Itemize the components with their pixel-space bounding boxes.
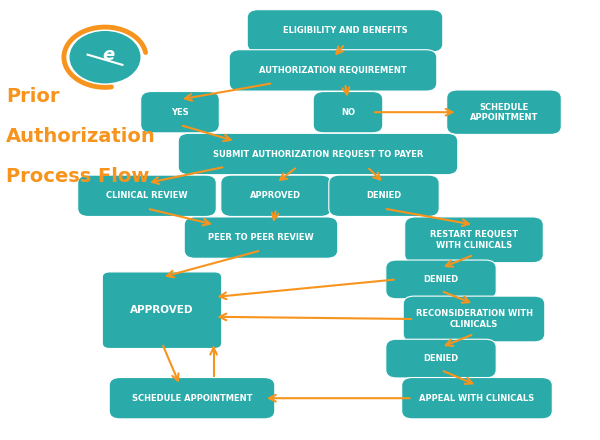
FancyBboxPatch shape [247,10,443,52]
FancyBboxPatch shape [386,339,496,378]
Text: DENIED: DENIED [424,354,458,363]
Text: RECONSIDERATION WITH
CLINICALS: RECONSIDERATION WITH CLINICALS [415,309,533,329]
Text: SCHEDULE
APPOINTMENT: SCHEDULE APPOINTMENT [470,103,538,122]
Circle shape [70,32,140,83]
FancyBboxPatch shape [78,175,217,216]
FancyBboxPatch shape [404,217,544,263]
FancyBboxPatch shape [402,378,552,419]
Text: SUBMIT AUTHORIZATION REQUEST TO PAYER: SUBMIT AUTHORIZATION REQUEST TO PAYER [213,150,423,158]
Text: APPEAL WITH CLINICALS: APPEAL WITH CLINICALS [419,394,535,403]
Text: DENIED: DENIED [367,191,401,200]
FancyBboxPatch shape [184,217,338,258]
Text: e: e [102,47,114,64]
FancyBboxPatch shape [403,296,545,342]
FancyBboxPatch shape [229,50,437,91]
Text: Prior: Prior [6,87,59,106]
FancyBboxPatch shape [109,378,275,419]
FancyBboxPatch shape [386,260,496,299]
Text: APPROVED: APPROVED [130,305,194,315]
Text: CLINICAL REVIEW: CLINICAL REVIEW [106,191,188,200]
Text: ELIGIBILITY AND BENEFITS: ELIGIBILITY AND BENEFITS [283,26,407,35]
Text: NO: NO [341,108,355,117]
Text: RESTART REQUEST
WITH CLINICALS: RESTART REQUEST WITH CLINICALS [430,230,518,249]
Text: Authorization: Authorization [6,127,156,146]
Text: PEER TO PEER REVIEW: PEER TO PEER REVIEW [208,233,314,242]
Text: YES: YES [171,108,189,117]
FancyBboxPatch shape [141,92,220,133]
FancyBboxPatch shape [221,175,331,216]
Text: APPROVED: APPROVED [250,191,302,200]
FancyBboxPatch shape [329,175,439,216]
Text: SCHEDULE APPOINTMENT: SCHEDULE APPOINTMENT [132,394,252,403]
FancyBboxPatch shape [313,92,383,133]
Text: DENIED: DENIED [424,275,458,284]
FancyBboxPatch shape [446,90,562,135]
FancyBboxPatch shape [103,272,222,348]
Text: AUTHORIZATION REQUIREMENT: AUTHORIZATION REQUIREMENT [259,66,407,75]
Text: Process Flow: Process Flow [6,166,149,186]
FancyBboxPatch shape [178,133,458,175]
